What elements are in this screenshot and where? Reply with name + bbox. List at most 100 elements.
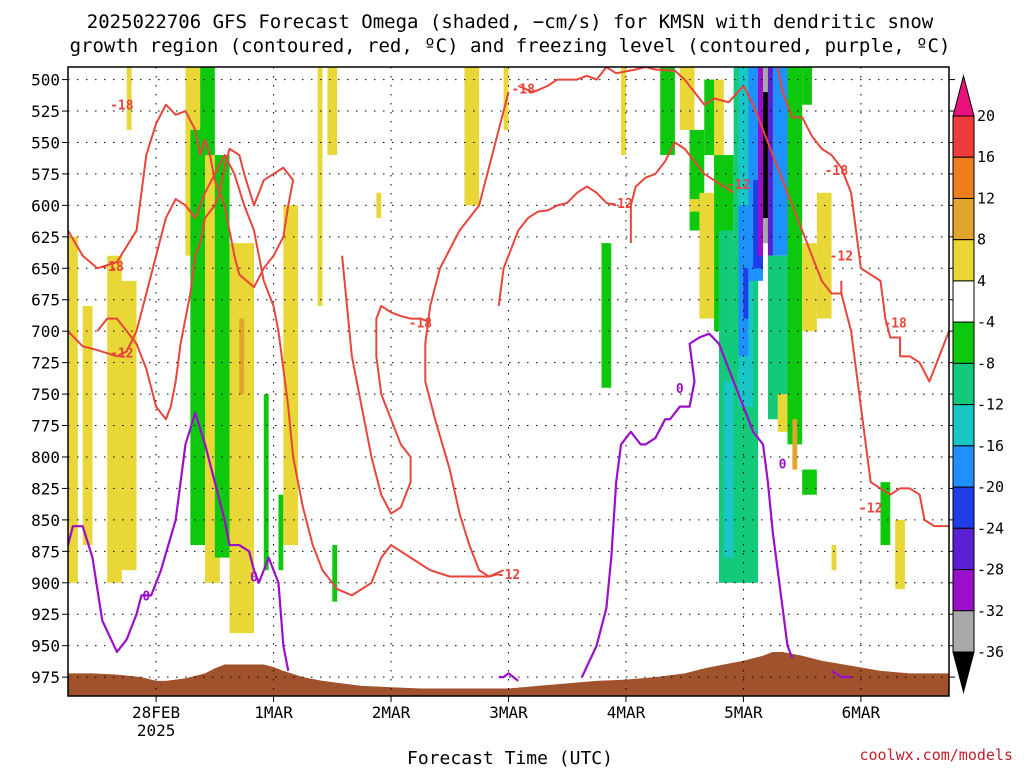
x-axis-ticks: 28FEB 1MAR 2MAR 3MAR 4MAR 5MAR 6MAR <box>132 696 881 722</box>
dgz-contour-line <box>840 293 949 528</box>
y-tick-label: 925 <box>31 605 60 624</box>
omega-cell <box>68 236 78 583</box>
colorbar-label: -28 <box>977 561 1004 579</box>
omega-cell <box>880 482 891 546</box>
dgz-contour-line <box>410 317 431 324</box>
colorbar-swatch <box>952 404 975 447</box>
omega-cell <box>327 67 338 156</box>
freezing-contour-label: 0 <box>250 570 258 585</box>
omega-cell <box>121 280 137 571</box>
dgz-contour-line <box>424 91 510 578</box>
colorbar-swatch <box>952 280 975 323</box>
colorbar-swatch <box>952 610 975 653</box>
freezing-contour-label: 0 <box>676 382 684 397</box>
colorbar-swatch <box>952 321 975 364</box>
omega-cell <box>283 205 299 546</box>
colorbar-label: -36 <box>977 643 1004 661</box>
omega-cell <box>743 268 749 319</box>
dgz-contour-line <box>341 255 412 515</box>
colorbar-swatch <box>952 569 975 612</box>
y-tick-label: 550 <box>31 133 60 152</box>
colorbar-label: -12 <box>977 396 1004 414</box>
omega-cell <box>239 318 245 395</box>
colorbar-label: -24 <box>977 519 1004 537</box>
freezing-level-contours: 0 0 0 0 <box>68 332 852 682</box>
omega-cell <box>758 67 764 256</box>
dgz-contour-label: -18 <box>409 316 433 331</box>
colorbar-swatch <box>952 156 975 199</box>
dgz-contour-label: -12 <box>497 568 520 583</box>
omega-cell <box>126 67 132 130</box>
dgz-contour-line <box>517 67 646 94</box>
freezing-contour-line <box>68 411 290 672</box>
y-tick-label: 625 <box>31 228 60 247</box>
omega-cell <box>464 67 480 206</box>
colorbar-label: -32 <box>977 602 1004 620</box>
omega-cell <box>787 67 803 445</box>
y-axis-ticks: 500 525 550 575 600 625 650 675 700 725 750 775 800 8… <box>31 71 955 687</box>
omega-cell <box>802 67 812 105</box>
omega-cell <box>278 494 284 571</box>
y-tick-label: 575 <box>31 165 60 184</box>
omega-cell <box>244 356 254 546</box>
freezing-contour-line <box>498 672 519 682</box>
omega-cell <box>317 67 323 307</box>
y-tick-label: 800 <box>31 448 60 467</box>
colorbar-label: 12 <box>977 189 995 207</box>
omega-cell <box>763 92 768 218</box>
omega-cell <box>689 199 700 212</box>
dgz-contour-line <box>776 67 949 383</box>
y-tick-label: 500 <box>31 71 60 90</box>
omega-cell <box>714 79 724 156</box>
chart-title-line2: growth region (contoured, red, ºC) and f… <box>70 35 951 57</box>
colorbar-top-arrow <box>952 74 975 117</box>
y-tick-label: 850 <box>31 511 60 530</box>
dgz-contour-line <box>742 85 843 295</box>
colorbar-label: 16 <box>977 148 995 166</box>
x-tick-label: 2MAR <box>372 703 411 722</box>
y-tick-label: 525 <box>31 102 60 121</box>
omega-cell <box>802 243 817 332</box>
omega-cell <box>792 419 798 470</box>
freezing-contour-line <box>580 332 794 678</box>
y-tick-label: 750 <box>31 385 60 404</box>
colorbar-label: -20 <box>977 478 1004 496</box>
omega-cell <box>679 67 695 130</box>
omega-cell <box>660 67 675 156</box>
dgz-contours: -18 -18 -12 -18 -12 -18 -12 -12 -18 -12 -18 -12 <box>68 67 949 597</box>
dgz-contour-label: -12 <box>859 501 882 516</box>
dgz-contour-label: -18 <box>110 99 134 114</box>
colorbar-label: -16 <box>977 437 1004 455</box>
omega-cell <box>699 192 715 319</box>
colorbar-label: -4 <box>977 313 995 331</box>
dgz-contour-label: -12 <box>609 197 632 212</box>
x-axis-label: Forecast Time (UTC) <box>407 748 613 768</box>
colorbar-swatch <box>952 115 975 158</box>
y-tick-label: 825 <box>31 479 60 498</box>
y-tick-label: 650 <box>31 259 60 278</box>
freezing-contour-line <box>830 669 852 679</box>
omega-cell <box>718 230 734 332</box>
colorbar-swatch <box>952 445 975 488</box>
colorbar-swatch <box>952 527 975 571</box>
freezing-contour-label: 0 <box>142 589 150 604</box>
omega-cell <box>263 394 269 571</box>
dgz-contour-line <box>497 185 617 307</box>
y-tick-label: 975 <box>31 668 60 687</box>
y-tick-label: 700 <box>31 322 60 341</box>
dgz-contour-label: -18 <box>511 82 535 97</box>
colorbar-bottom-arrow <box>952 651 975 694</box>
y-tick-label: 725 <box>31 354 60 373</box>
chart-title-line1: 2025022706 GFS Forecast Omega (shaded, −… <box>87 11 934 33</box>
colorbar-label: -8 <box>977 354 995 372</box>
dgz-contour-line <box>645 67 745 106</box>
colorbar-label: 8 <box>977 231 986 249</box>
y-tick-label: 775 <box>31 417 60 436</box>
x-tick-label: 4MAR <box>607 703 646 722</box>
dgz-contour-label: -18 <box>100 260 124 275</box>
omega-cell <box>777 394 788 432</box>
omega-cell <box>214 155 230 558</box>
y-tick-label: 900 <box>31 574 60 593</box>
omega-cell <box>772 67 788 256</box>
